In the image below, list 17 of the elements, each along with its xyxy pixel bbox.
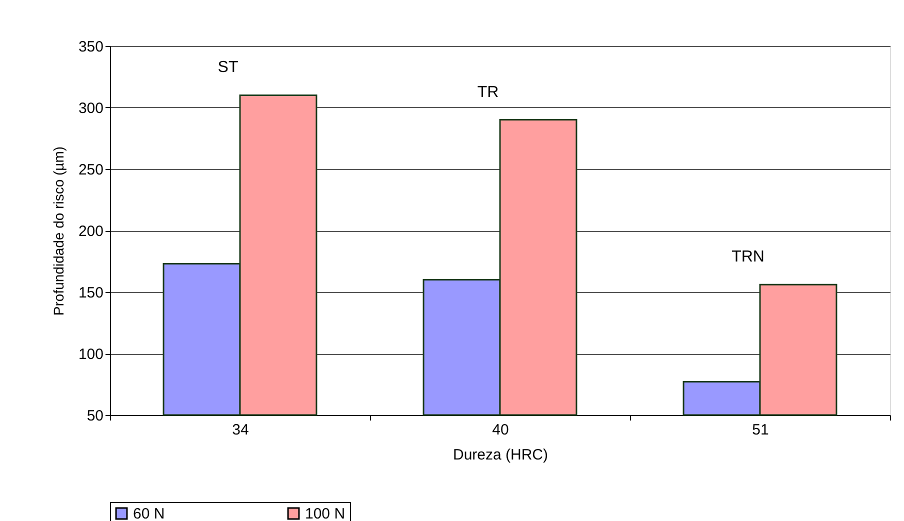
y-tick-label: 100: [78, 346, 104, 363]
legend-label: 100 N: [305, 506, 346, 521]
legend-label: 60 N: [133, 506, 165, 521]
y-tick-label: 300: [78, 100, 104, 117]
y-tick-label: 350: [78, 38, 104, 56]
y-tick-label: 150: [78, 284, 104, 302]
y-axis-title: Profundidade do risco (µm): [50, 146, 66, 316]
annotation: TRN: [732, 248, 764, 266]
y-tick-label: 50: [86, 408, 104, 424]
y-tick-label: 250: [78, 162, 104, 178]
x-tick-label: 51: [752, 422, 769, 438]
annotation: ST: [218, 59, 238, 76]
x-axis-title: Dureza (HRC): [452, 446, 548, 464]
x-tick-label: 34: [232, 422, 249, 438]
y-tick-label: 200: [78, 223, 104, 240]
annotation: TR: [477, 84, 499, 101]
x-tick-label: 40: [492, 422, 509, 438]
